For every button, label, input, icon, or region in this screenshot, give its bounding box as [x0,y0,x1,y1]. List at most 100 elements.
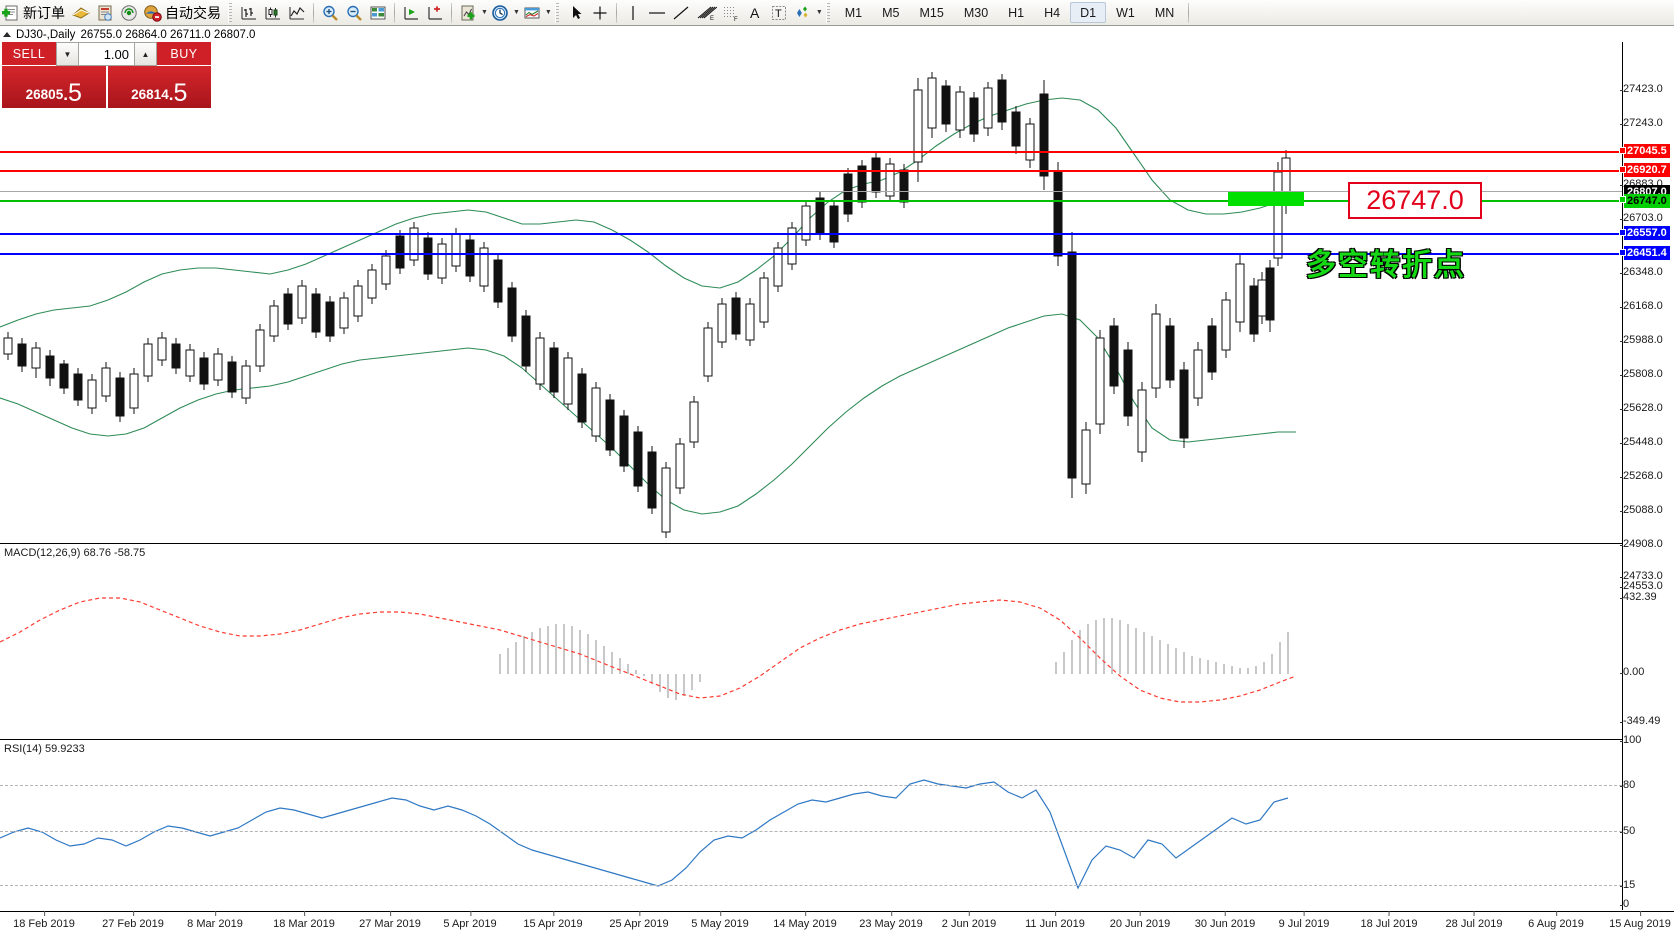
zoom-in-button[interactable] [318,1,342,25]
new-order-button[interactable]: 新订单 [0,1,69,25]
price-level-line-26451[interactable] [0,253,1622,255]
vertical-line-button[interactable] [621,1,645,25]
toolbar-grip-3[interactable] [825,2,830,23]
timeframe-m15[interactable]: M15 [919,5,944,20]
level-handle-26451[interactable] [1619,249,1626,256]
chinese-annotation-text: 多空转折点 [1306,249,1466,282]
templates-button[interactable] [520,1,544,25]
trade-panel-top-row[interactable]: SELL ▼ 1.00 ▲ BUY [2,42,211,66]
indicators-button[interactable] [456,1,480,25]
toolbar-grip-2[interactable] [554,2,559,23]
indicators-dropdown-arrow[interactable]: ▼ [481,9,488,16]
level-tag-27045[interactable]: 27045.5 [1624,144,1670,158]
horizontal-line-button[interactable] [645,1,669,25]
toolbar-separator-4 [615,2,617,23]
shift-end-button[interactable] [399,1,423,25]
auto-scroll-button[interactable] [423,1,447,25]
chart-grid-button[interactable] [366,1,390,25]
rsi-tick-0: 0 [1619,898,1630,910]
period-dropdown-arrow[interactable]: ▼ [512,9,520,16]
scale-tick-26348: 26348.0 [1620,266,1663,278]
main-toolbar[interactable]: 新订单 自动交易 [0,0,1674,26]
text-button[interactable]: A [743,1,767,25]
chinese-annotation[interactable]: 多空转折点 [1306,240,1466,284]
rsi-tick-50: 50 [1619,825,1636,837]
scale-tick-24733: 24733.0 [1620,570,1663,582]
level-tag-26747[interactable]: 26747.0 [1624,194,1670,208]
toolbar-grip[interactable] [228,2,232,23]
crosshair-button[interactable] [588,1,612,25]
rsi-pane[interactable]: RSI(14) 59.9233 [0,740,1622,910]
candlestick-chart-button[interactable] [261,1,285,25]
macd-pane[interactable]: MACD(12,26,9) 68.76 -58.75 [0,544,1622,739]
buy-button[interactable]: BUY [157,42,211,66]
timeframe-d1[interactable]: D1 [1070,2,1107,23]
timeframe-m30[interactable]: M30 [963,5,989,20]
level-tag-26920[interactable]: 26920.7 [1624,163,1670,177]
date-axis[interactable]: 18 Feb 2019 27 Feb 2019 8 Mar 2019 18 Ma… [0,911,1674,944]
shapes-button[interactable] [791,1,815,25]
period-button[interactable] [488,1,512,25]
rsi-tick-100: 100 [1619,734,1642,746]
level-tag-26557[interactable]: 26557.0 [1624,226,1670,240]
collapse-triangle-icon[interactable] [3,32,11,37]
fibo-fan-button[interactable]: F [719,1,743,25]
volume-stepper[interactable]: ▼ 1.00 ▲ [56,42,157,66]
toolbar-separator-2 [394,2,395,23]
fibonacci-button[interactable]: E [693,1,719,25]
price-level-line-27045[interactable] [0,151,1622,153]
one-click-trade-panel[interactable]: SELL ▼ 1.00 ▲ BUY 26805 . 5 26814 . 5 [2,42,211,108]
level-handle-26920[interactable] [1619,166,1626,173]
shapes-icon [796,6,808,17]
autotrading-button[interactable]: 自动交易 [141,1,225,25]
date-label-7: 25 Apr 2019 [609,911,669,930]
timeframe-h4[interactable]: H4 [1044,5,1061,20]
level-handle-26557[interactable] [1619,229,1626,236]
trendline-button[interactable] [669,1,693,25]
volume-increment-button[interactable]: ▲ [134,43,156,65]
price-level-line-26747[interactable] [0,200,1622,202]
timeframe-mn[interactable]: MN [1154,5,1175,20]
zoom-out-button[interactable] [342,1,366,25]
scale-tick-27423: 27423.0 [1620,83,1663,95]
data-window-button[interactable] [93,1,117,25]
timeframe-w1[interactable]: W1 [1116,5,1135,20]
fibo-fan-icon: F [723,6,738,22]
expert-advisor-button[interactable] [69,1,93,25]
timeframe-m5[interactable]: M5 [882,5,900,20]
cursor-button[interactable] [564,1,588,25]
price-annotation-box[interactable]: 26747.0 [1348,182,1482,219]
timeframe-h1[interactable]: H1 [1008,5,1025,20]
level-handle-27045[interactable] [1619,147,1626,154]
date-label-9: 14 May 2019 [773,911,837,930]
price-level-line-26557[interactable] [0,233,1622,235]
level-tag-26451[interactable]: 26451.4 [1624,246,1670,260]
price-level-line-26920[interactable] [0,170,1622,172]
shapes-dropdown-arrow[interactable]: ▼ [815,9,823,16]
price-pane[interactable]: 26747.0 多空转折点 [0,42,1622,543]
line-chart-button[interactable] [285,1,309,25]
volume-input[interactable]: 1.00 [79,43,134,65]
volume-decrement-button[interactable]: ▼ [57,43,79,65]
chart-title-bar: DJ30-,Daily 26755.0 26864.0 26711.0 2680… [0,27,255,42]
rsi-level-15 [0,885,1622,886]
auto-scroll-icon [428,5,442,20]
templates-dropdown-arrow[interactable]: ▼ [544,9,552,16]
trade-panel-price-row[interactable]: 26805 . 5 26814 . 5 [2,66,211,108]
sell-price-decimal-dot: . [63,85,68,104]
buy-price-button[interactable]: 26814 . 5 [107,66,211,108]
text-label-button[interactable]: T [767,1,791,25]
bar-chart-button[interactable] [237,1,261,25]
level-handle-26747[interactable] [1619,196,1626,203]
signals-button[interactable] [117,1,141,25]
scale-tick-24553-real: 24553.0 [1620,580,1663,592]
price-level-line-26807[interactable] [0,191,1622,192]
timeframe-m1[interactable]: M1 [844,5,863,20]
price-scale[interactable]: 27423.0 27243.0 26883.0 26703.0 26348.0 … [1619,42,1674,910]
shift-end-icon [404,6,418,20]
zoom-out-icon [347,5,362,21]
date-label-2: 8 Mar 2019 [187,911,243,930]
sell-button[interactable]: SELL [2,42,56,66]
sell-price-button[interactable]: 26805 . 5 [2,66,106,108]
chart-area[interactable]: 26747.0 多空转折点 MACD(12,26,9) 68.76 -58.75 [0,42,1674,944]
